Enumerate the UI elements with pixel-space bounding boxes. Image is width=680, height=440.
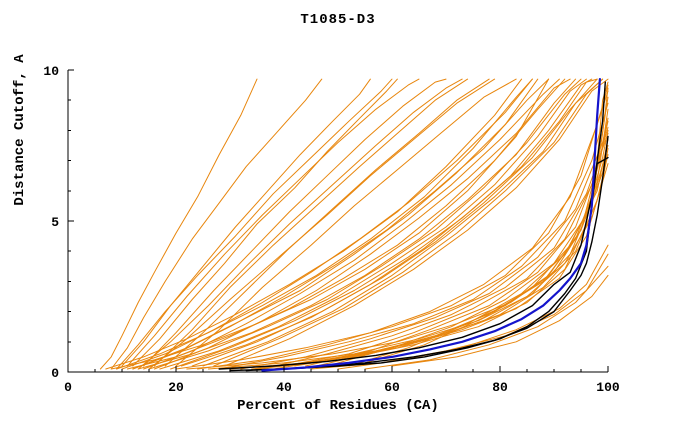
series-line-orange (148, 78, 496, 370)
x-axis-label: Percent of Residues (CA) (237, 398, 439, 414)
series-line-orange (137, 78, 577, 370)
series-line-orange (116, 78, 533, 370)
series-line-orange (175, 90, 609, 370)
series-line-orange (148, 78, 582, 370)
series-line-orange (137, 78, 463, 370)
series-line-orange (126, 78, 566, 370)
x-tick-label: 0 (64, 380, 72, 395)
x-tick-label: 100 (596, 380, 620, 395)
series-line-orange (202, 78, 604, 367)
series-line-orange (164, 78, 490, 367)
series-line-orange (121, 78, 371, 367)
y-axis-label: Distance Cutoff, A (12, 54, 28, 206)
series-line-orange (105, 78, 523, 370)
series-line-orange (326, 129, 609, 367)
y-tick-label: 5 (51, 215, 59, 230)
series-line-orange (143, 78, 560, 370)
series-line-orange (213, 78, 604, 367)
chart-title: T1085-D3 (300, 12, 376, 28)
series-line-black (245, 135, 609, 372)
series-line-orange (132, 78, 539, 370)
series-line-orange (224, 78, 609, 367)
series-line-orange (132, 78, 398, 367)
series-line-orange (294, 108, 609, 367)
series-line-orange (191, 78, 598, 367)
series-line-orange (364, 265, 609, 370)
series-line-orange (159, 78, 587, 370)
series-line-orange (126, 78, 420, 367)
series-line-orange (256, 81, 609, 370)
y-tick-label: 10 (43, 64, 59, 79)
series-line-orange (218, 102, 609, 370)
x-tick-label: 20 (168, 380, 184, 395)
series-line-orange (197, 84, 609, 370)
x-tick-label: 80 (492, 380, 508, 395)
series-line-orange (229, 154, 609, 370)
series-line-orange (207, 163, 609, 370)
series-line-orange (261, 132, 609, 370)
x-tick-label: 40 (276, 380, 292, 395)
series-line-blue (261, 77, 602, 372)
series-line-orange (99, 78, 258, 370)
y-tick-label: 0 (51, 366, 59, 381)
series-line-orange (116, 78, 393, 370)
series-line-orange (153, 78, 469, 367)
series-line-orange (110, 78, 323, 370)
x-tick-label: 60 (384, 380, 400, 395)
series-line-orange (110, 78, 550, 370)
series-line-orange (391, 274, 609, 367)
series-line-orange (170, 78, 593, 370)
series-line-orange (143, 78, 447, 367)
series-line-orange (132, 78, 550, 370)
series-line-black (218, 156, 609, 370)
series-line-orange (153, 78, 571, 370)
series-line-orange (283, 126, 609, 367)
